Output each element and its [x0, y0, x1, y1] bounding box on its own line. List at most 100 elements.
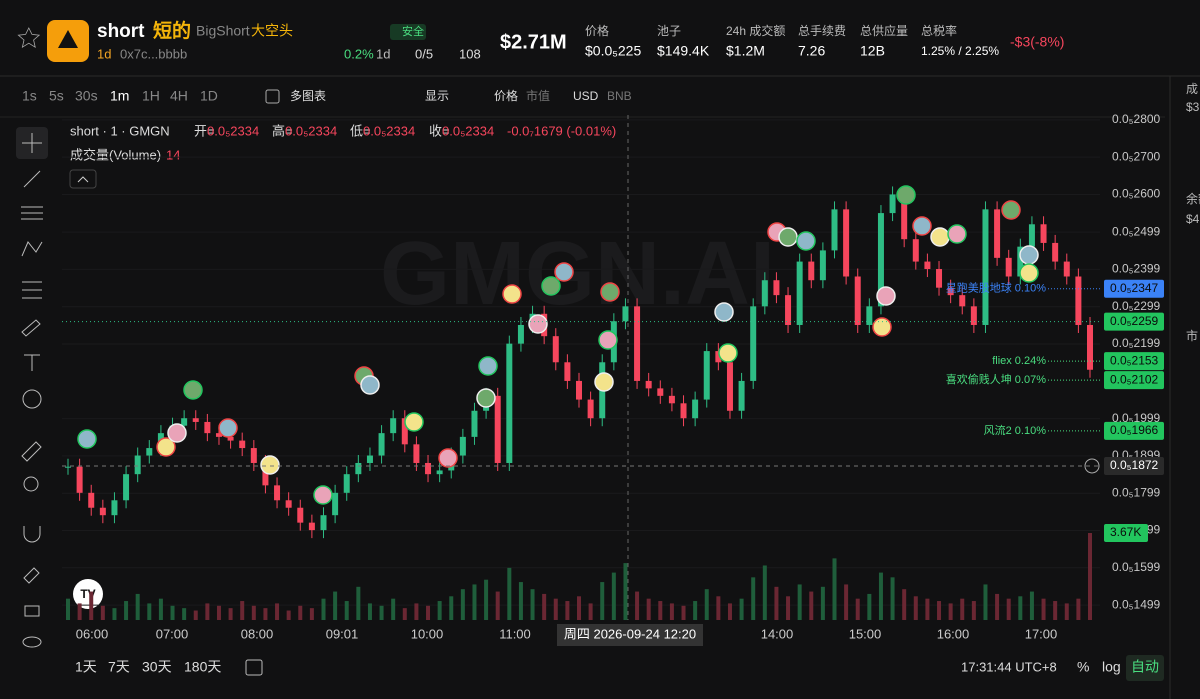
trader-avatar[interactable] [554, 262, 574, 282]
volume-bar [820, 586, 825, 620]
tool-emoji[interactable] [22, 389, 42, 409]
trader-avatar[interactable] [876, 286, 896, 306]
trader-avatar[interactable] [360, 375, 380, 395]
tool-brush[interactable] [21, 319, 41, 337]
trader-avatar[interactable] [930, 227, 950, 247]
favorite[interactable] [17, 27, 41, 49]
interval-button[interactable]: 1m [110, 88, 129, 104]
trader-avatar[interactable] [183, 380, 203, 400]
volume-bar [995, 593, 1000, 620]
stat-value: 12B [860, 43, 885, 59]
range-button[interactable]: 30天 [142, 659, 172, 675]
interval-button[interactable]: 4H [170, 88, 188, 104]
trader-avatar[interactable] [1019, 263, 1039, 283]
volume-bar [507, 567, 512, 620]
trader-avatar[interactable] [156, 437, 176, 457]
trader-avatar[interactable] [502, 284, 522, 304]
trader-avatar[interactable] [404, 412, 424, 432]
candle [994, 209, 1001, 258]
log-toggle[interactable]: log [1102, 659, 1121, 675]
trader-avatar[interactable] [313, 485, 333, 505]
tool-eye[interactable] [22, 636, 42, 648]
price-toggle[interactable]: 价格 [494, 88, 518, 103]
trader-avatar[interactable] [528, 314, 548, 334]
mcap-toggle[interactable]: 市值 [526, 88, 550, 103]
trader-avatar[interactable] [718, 343, 738, 363]
trader-avatar[interactable] [260, 455, 280, 475]
tool-zoom[interactable] [23, 476, 39, 492]
candle [494, 395, 501, 463]
tool-crosshair[interactable] [22, 133, 42, 153]
candle [1040, 224, 1047, 243]
trader-avatar[interactable] [947, 224, 967, 244]
tool-magnet[interactable] [23, 526, 41, 543]
range-button[interactable]: 7天 [108, 659, 130, 675]
trader-avatar[interactable] [77, 429, 97, 449]
volume-bar [460, 589, 465, 620]
trader-avatar[interactable] [912, 216, 932, 236]
volume-bar [832, 558, 837, 620]
tool-fib[interactable] [22, 281, 42, 299]
candle [738, 380, 745, 411]
tool-pattern[interactable] [21, 241, 43, 257]
volume-bar [414, 603, 419, 620]
range-button[interactable]: 180天 [184, 659, 221, 675]
trader-avatar[interactable] [714, 302, 734, 322]
tool-text[interactable] [24, 354, 40, 371]
trader-avatar[interactable] [872, 317, 892, 337]
volume-bar [658, 601, 663, 620]
interval-button[interactable]: 1s [22, 88, 37, 104]
range-button[interactable]: 1天 [75, 659, 97, 675]
safe-label: 安全 [402, 24, 424, 38]
volume-bar [786, 596, 791, 620]
trader-avatar[interactable] [598, 330, 618, 350]
tool-lock-draw[interactable] [23, 567, 40, 584]
collapse-button[interactable] [69, 169, 97, 189]
interval-button[interactable]: 1D [200, 88, 218, 104]
tool-ruler[interactable] [21, 441, 42, 462]
tool-channel[interactable] [21, 206, 43, 220]
auto-bg [1126, 655, 1164, 681]
trader-avatar[interactable] [167, 423, 187, 443]
trader-avatar[interactable] [478, 356, 498, 376]
volume-bar [77, 603, 82, 620]
interval-button[interactable]: 5s [49, 88, 64, 104]
price-tag-label: 0.0₅2347 [1110, 281, 1159, 295]
tool-line[interactable] [23, 170, 41, 188]
trader-avatar[interactable] [218, 418, 238, 438]
trader-avatar[interactable] [438, 448, 458, 468]
side-fragment: 余额 [1186, 191, 1200, 206]
token-address[interactable]: 0x7c...bbbb [120, 46, 187, 61]
multi-chart[interactable]: 多图表 [290, 89, 326, 103]
trader-avatar[interactable] [1001, 200, 1021, 220]
trader-avatar[interactable] [476, 388, 496, 408]
x-tick-label: 10:00 [411, 626, 444, 641]
trader-avatar[interactable] [796, 231, 816, 251]
candle [471, 410, 478, 437]
volume-bar [762, 565, 767, 620]
y-tick-label: 0.0₅2299 [1112, 299, 1161, 313]
trader-avatar[interactable] [594, 372, 614, 392]
trader-avatar[interactable] [541, 276, 561, 296]
interval-button[interactable]: 1H [142, 88, 160, 104]
trader-avatar[interactable] [778, 227, 798, 247]
trader-avatar[interactable] [600, 282, 620, 302]
volume-bar [553, 598, 558, 620]
usd-toggle[interactable]: USD [573, 89, 599, 103]
volume-bar [518, 582, 523, 620]
side-fragment: 成 [1186, 82, 1198, 96]
candle [1028, 224, 1035, 247]
add-alert[interactable] [1084, 458, 1100, 474]
bnb-toggle[interactable]: BNB [607, 89, 632, 103]
candle [1063, 261, 1070, 277]
price-tag [1104, 279, 1164, 298]
tool-lock[interactable] [24, 605, 40, 617]
interval-button[interactable]: 30s [75, 88, 98, 104]
auto-toggle[interactable]: 自动 [1131, 659, 1159, 675]
display-menu[interactable]: 显示 [425, 89, 449, 103]
trader-avatar[interactable] [1019, 245, 1039, 265]
trader-avatar[interactable] [896, 185, 916, 205]
price-change: -$3(-8%) [1010, 34, 1064, 50]
percent-toggle[interactable]: % [1077, 659, 1089, 675]
